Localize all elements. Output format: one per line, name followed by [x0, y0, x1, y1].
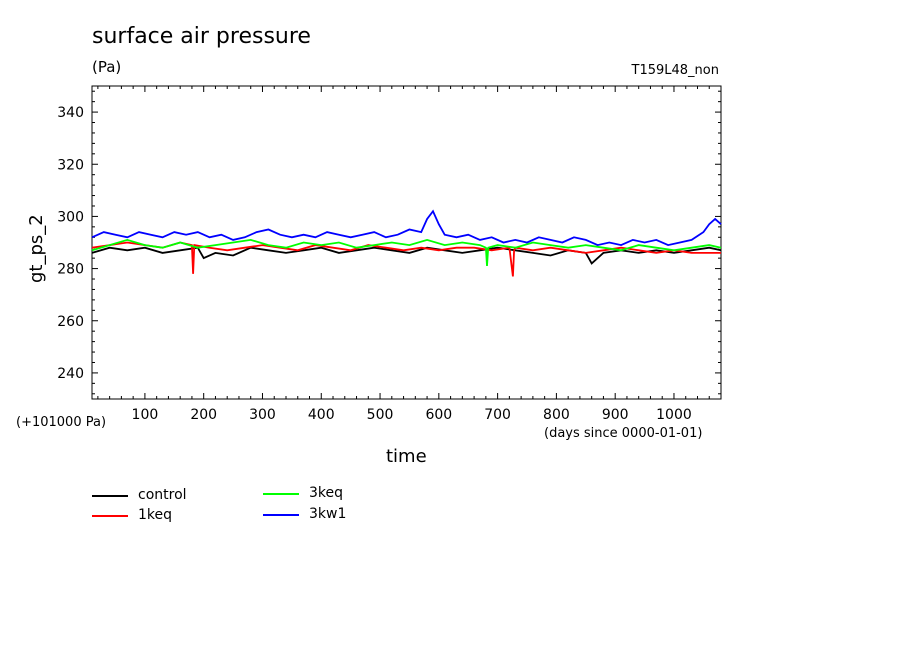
y-tick-label: 320: [57, 157, 84, 173]
legend-label-control: control: [138, 487, 187, 503]
series-line-1keq: [91, 241, 721, 277]
y-tick-label: 260: [57, 314, 84, 330]
x-tick-label: 800: [543, 407, 570, 423]
x-axis-label: time: [386, 446, 427, 467]
axis-ticks: 100 200 300 400 500 600 700 800 900 1000 240 260 280…: [57, 86, 722, 423]
x-tick-label: 900: [602, 407, 629, 423]
y-offset-note: (+101000 Pa): [16, 415, 107, 430]
y-tick-label: 340: [57, 105, 84, 121]
legend-label-3keq: 3keq: [309, 485, 344, 501]
series-line-control: [91, 246, 722, 265]
x-tick-label: 600: [425, 407, 452, 423]
x-tick-label: 400: [308, 407, 335, 423]
series-line-3keq: [91, 238, 722, 267]
x-tick-label: 500: [367, 407, 394, 423]
legend-label-1keq: 1keq: [138, 507, 173, 523]
series-lines: [91, 209, 722, 277]
series-line-3kw1: [91, 209, 722, 247]
x-tick-label: 300: [249, 407, 276, 423]
x-tick-label: 700: [484, 407, 511, 423]
x-tick-label: 1000: [656, 407, 692, 423]
x-axis-note: (days since 0000-01-01): [544, 426, 703, 441]
chart-units: (Pa): [92, 58, 122, 76]
y-tick-label: 300: [57, 209, 84, 225]
legend-label-3kw1: 3kw1: [309, 506, 347, 522]
chart-title: surface air pressure: [92, 24, 311, 49]
run-name: T159L48_non: [631, 63, 719, 78]
y-tick-label: 240: [57, 366, 84, 382]
y-tick-label: 280: [57, 262, 84, 278]
plot-frame: [91, 85, 722, 400]
x-tick-label: 100: [132, 407, 159, 423]
x-tick-label: 200: [190, 407, 217, 423]
